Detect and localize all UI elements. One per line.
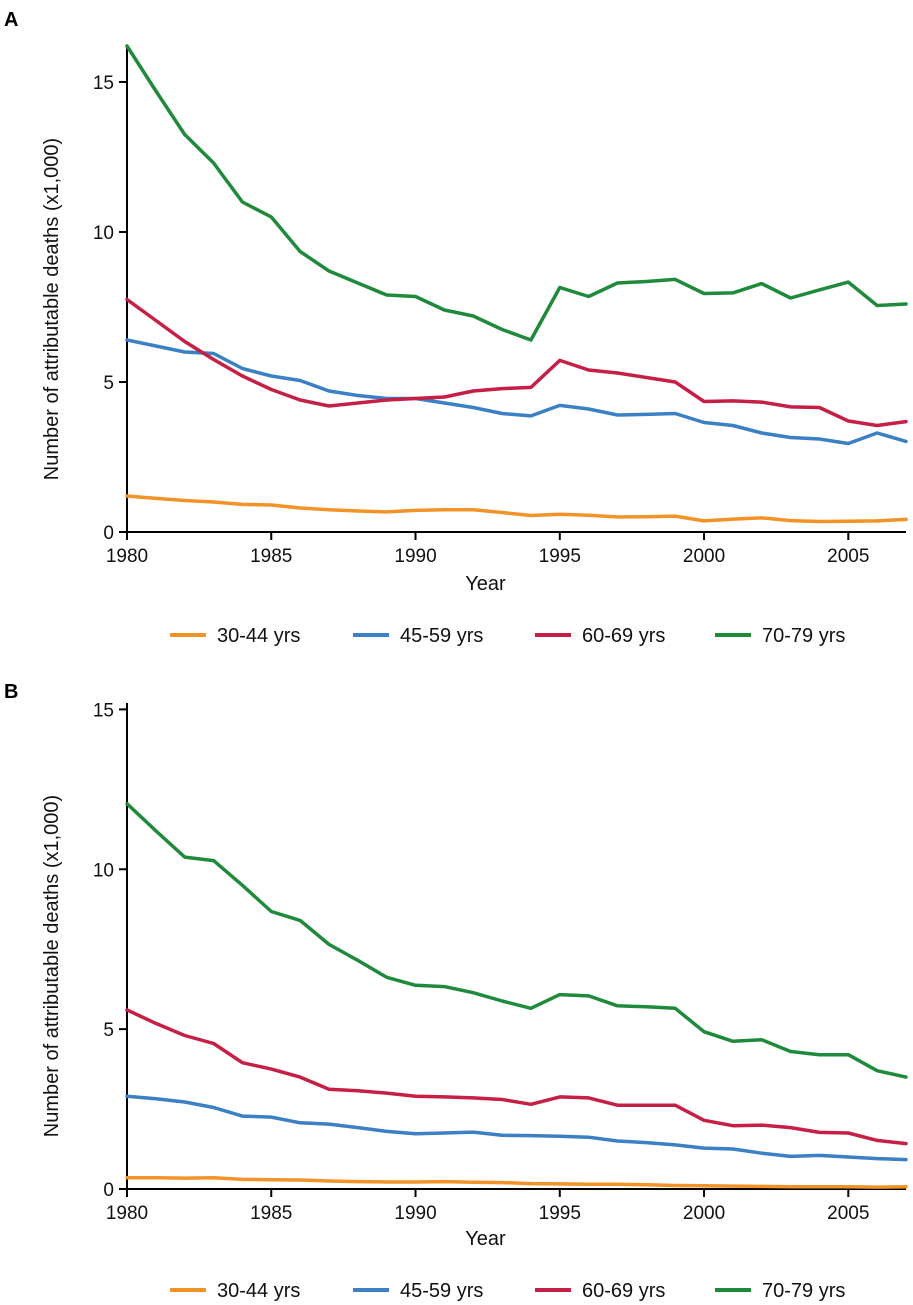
legend-label-60-69: 60-69 yrs [582, 625, 665, 647]
legend-label-45-59: 45-59 yrs [400, 625, 483, 647]
legend-label-45-59: 45-59 yrs [400, 1280, 483, 1302]
series-line-30-44 [125, 494, 908, 524]
series-line-60-69 [125, 1008, 908, 1146]
series-line-45-59 [125, 1094, 908, 1162]
series-line-70-79 [125, 801, 908, 1079]
series-line-45-59 [125, 338, 908, 446]
x-tick-label: 1980 [106, 546, 148, 567]
y-tick-label: 15 [93, 73, 114, 94]
panel-b: B 0 5 10 15 1980 1985 1990 1995 2000 2005 Year Numbe… [4, 681, 908, 1302]
y-tick-label: 10 [93, 223, 114, 244]
y-tick-label: 5 [103, 373, 114, 394]
x-tick-label: 1980 [106, 1203, 148, 1224]
x-tick-label: 1985 [250, 1203, 292, 1224]
legend-label-30-44: 30-44 yrs [217, 625, 300, 647]
legend-label-70-79: 70-79 yrs [762, 1280, 845, 1302]
legend-label-60-69: 60-69 yrs [582, 1280, 665, 1302]
x-axis-title: Year [465, 573, 506, 595]
x-tick-label: 1995 [539, 546, 581, 567]
x-tick-label: 1985 [250, 546, 292, 567]
x-tick-label: 1990 [394, 1203, 436, 1224]
series-line-70-79 [125, 44, 908, 342]
panel-letter: B [4, 681, 18, 703]
x-axis-title: Year [465, 1228, 506, 1250]
x-tick-label: 2000 [683, 546, 725, 567]
y-tick-label: 5 [103, 1020, 114, 1041]
y-tick-label: 10 [93, 860, 114, 881]
legend-label-70-79: 70-79 yrs [762, 625, 845, 647]
x-tick-label: 2000 [683, 1203, 725, 1224]
panel-letter: A [4, 9, 18, 31]
x-tick-label: 2005 [827, 546, 869, 567]
legend: 30-44 yrs 45-59 yrs 60-69 yrs 70-79 yrs [170, 625, 845, 647]
series-line-30-44 [125, 1176, 908, 1189]
x-tick-label: 2005 [827, 1203, 869, 1224]
y-tick-label: 15 [93, 700, 114, 721]
x-tick-label: 1995 [539, 1203, 581, 1224]
legend: 30-44 yrs 45-59 yrs 60-69 yrs 70-79 yrs [170, 1280, 845, 1302]
y-tick-label: 0 [103, 1180, 114, 1201]
legend-label-30-44: 30-44 yrs [217, 1280, 300, 1302]
x-tick-label: 1990 [394, 546, 436, 567]
y-tick-label: 0 [103, 523, 114, 544]
y-axis-title: Number of attributable deaths (x1,000) [41, 795, 63, 1137]
y-axis-title: Number of attributable deaths (x1,000) [41, 138, 63, 480]
panel-a: A 0 5 10 15 1980 1985 1990 1995 2000 2005 Year Numbe… [4, 9, 908, 647]
series-line-60-69 [125, 297, 908, 428]
